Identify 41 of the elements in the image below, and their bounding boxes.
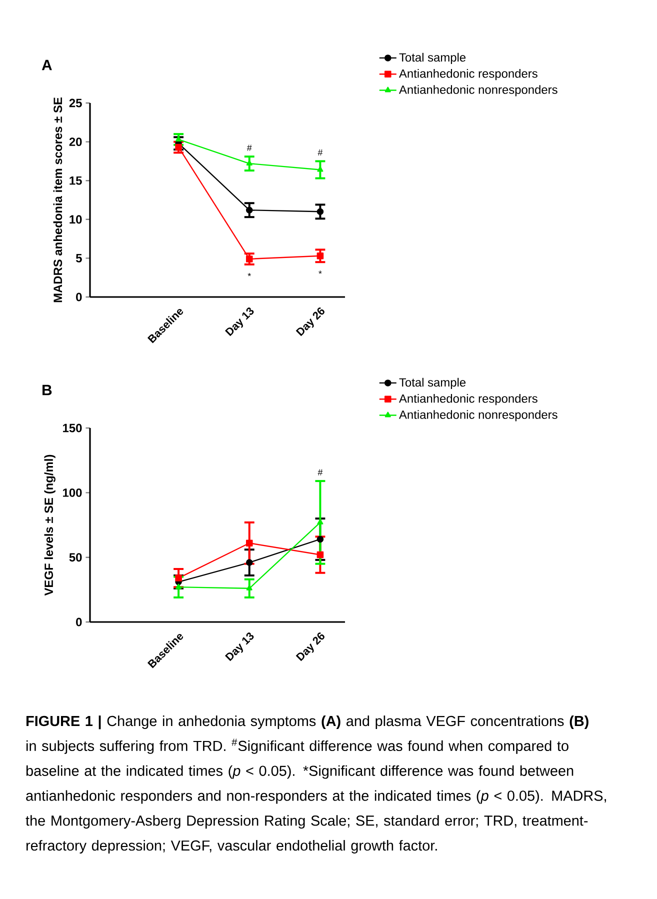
y-tick-label: 0 bbox=[76, 618, 82, 626]
y-tick-label: 5 bbox=[76, 254, 82, 262]
chart-title: A bbox=[42, 60, 52, 70]
point bbox=[246, 160, 252, 166]
point bbox=[175, 574, 182, 582]
legend-label: Antianhedonic responders bbox=[398, 69, 538, 80]
legend-label: Antianhedonic nonresponders bbox=[398, 85, 558, 96]
point bbox=[317, 519, 324, 524]
chart-title: B bbox=[42, 384, 52, 396]
annotation: # bbox=[246, 144, 252, 151]
legend-label: Total sample bbox=[399, 52, 466, 64]
point bbox=[316, 208, 324, 216]
text: FIGURE 1 | Change in anhedonia symptoms (A) and plasma VEGF concentrations (B) in subjects suffering from TRD. $^{#}$Significant difference was found when compared to baseline at the indicated times (p < 0.05). *Significant difference was found between antianhedonic responders and non-responders at the indicated times (p < 0.05). MADRS, the Montgomery-Asberg Depression Rating Scale; SE, standard error; TRD, treatment-refractory depression; VEGF, vascular endothelial growth factor. bbox=[26, 716, 606, 854]
legend-label: Total sample bbox=[399, 378, 466, 390]
point bbox=[246, 206, 253, 214]
point bbox=[246, 256, 253, 262]
y-tick-label: 0 bbox=[76, 292, 82, 302]
annotation: * bbox=[248, 272, 251, 276]
point bbox=[246, 559, 253, 566]
point bbox=[316, 252, 324, 260]
x-tick-label: Day 13 bbox=[224, 308, 254, 336]
x-tick-label: Day 26 bbox=[296, 308, 324, 336]
y-tick-label: 25 bbox=[69, 98, 82, 108]
legend-label: Antianhedonic nonresponders bbox=[398, 410, 558, 422]
y-tick-label: 100 bbox=[63, 488, 82, 497]
y-tick-label: 15 bbox=[70, 176, 82, 185]
annotation: # bbox=[318, 469, 323, 476]
point bbox=[246, 540, 253, 547]
legend-label: Antianhedonic responders bbox=[398, 394, 538, 406]
y-tick-label: 150 bbox=[63, 424, 82, 432]
x-tick-label: Day 13 bbox=[224, 632, 254, 662]
annotation: # bbox=[318, 149, 323, 156]
x-tick-label: Day 26 bbox=[296, 632, 324, 662]
y-tick-label: 50 bbox=[69, 553, 82, 562]
y-axis-title: MADRS anhedonia item scores ± SE bbox=[53, 98, 62, 302]
y-tick-label: 20 bbox=[69, 138, 82, 146]
point bbox=[316, 551, 324, 558]
y-tick-label: 10 bbox=[70, 215, 82, 224]
point bbox=[316, 536, 324, 543]
y-axis-title: VEGF levels ± SE (ng/ml) bbox=[44, 454, 56, 596]
annotation: * bbox=[318, 270, 322, 274]
